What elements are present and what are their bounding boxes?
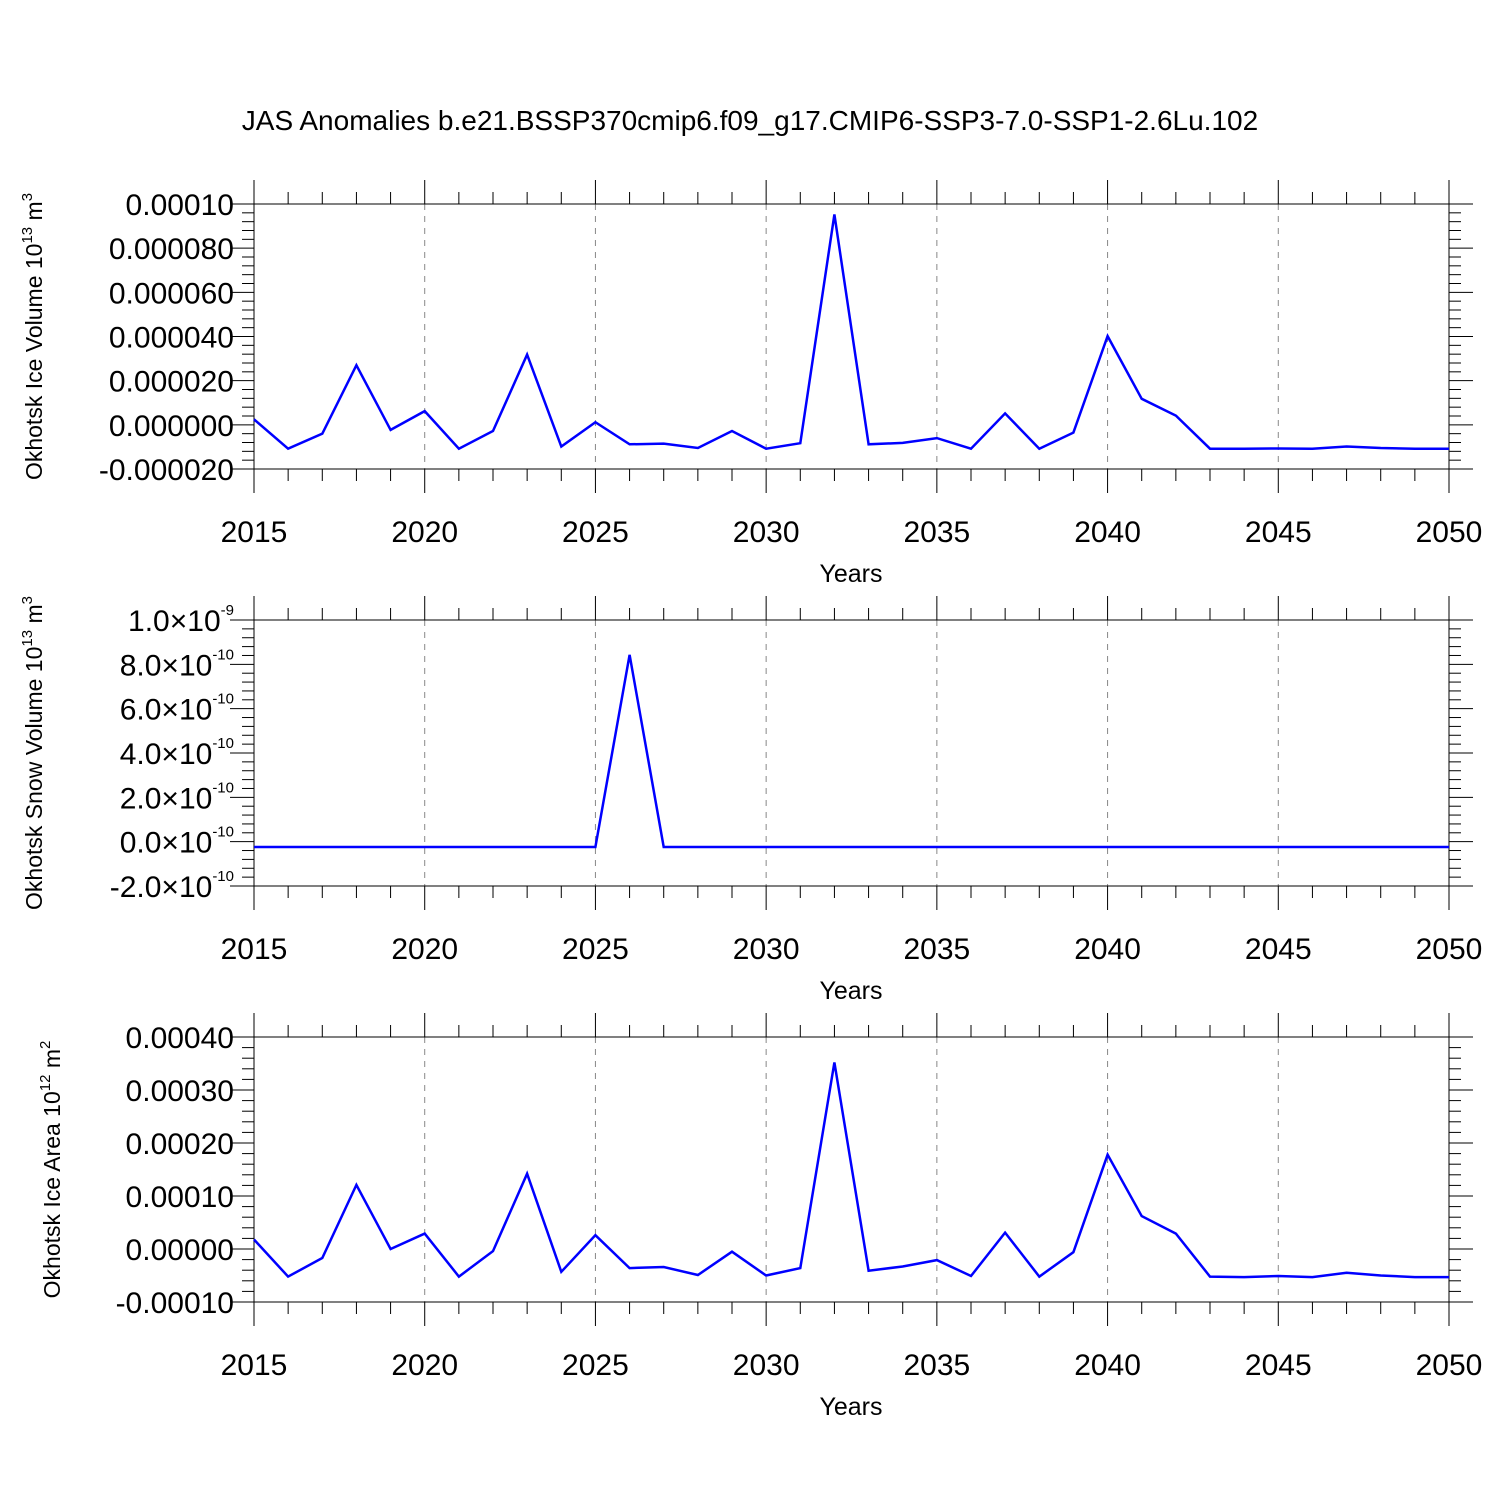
panels: 2015 2020 2025 2030 2035 2040 2045 2050 -0.00002… bbox=[19, 180, 1482, 1421]
x-tick-label: 2035 bbox=[903, 933, 970, 966]
y-tick-label: -2.0×10-10 bbox=[110, 868, 234, 904]
x-tick-label: 2040 bbox=[1074, 1349, 1141, 1382]
chart-panel-2: 2015 2020 2025 2030 2035 2040 2045 2050 -2.0×10-… bbox=[19, 596, 1482, 1005]
series-line bbox=[253, 214, 1449, 451]
y-tick-label: 0.0×10-10 bbox=[120, 824, 234, 860]
x-axis-label: Years bbox=[819, 1393, 882, 1421]
y-tick-label: 2.0×10-10 bbox=[120, 779, 234, 815]
x-tick-label: 2030 bbox=[733, 1349, 800, 1382]
y-tick-label: 0.00020 bbox=[126, 1128, 234, 1161]
x-tick-label: 2045 bbox=[1245, 1349, 1312, 1382]
y-tick-label: 0.000000 bbox=[109, 410, 234, 443]
y-tick-label: 6.0×10-10 bbox=[120, 691, 234, 727]
x-axis-label: Years bbox=[819, 977, 882, 1005]
figure-title: JAS Anomalies b.e21.BSSP370cmip6.f09_g17… bbox=[242, 105, 1258, 136]
x-axis-label: Years bbox=[819, 560, 882, 588]
y-axis-label: Okhotsk Ice Volume 1013 m3 bbox=[19, 193, 47, 480]
x-tick-label: 2020 bbox=[391, 516, 458, 549]
y-tick-label: -0.00010 bbox=[116, 1287, 234, 1320]
y-tick-label: 0.00010 bbox=[126, 189, 234, 222]
x-tick-label: 2035 bbox=[903, 516, 970, 549]
y-tick-label: 0.00010 bbox=[126, 1181, 234, 1214]
y-tick-label: 4.0×10-10 bbox=[120, 735, 234, 771]
y-tick-label: 0.00000 bbox=[126, 1234, 234, 1267]
x-tick-label: 2020 bbox=[391, 1349, 458, 1382]
x-tick-label: 2045 bbox=[1245, 933, 1312, 966]
y-axis-label: Okhotsk Snow Volume 1013 m3 bbox=[19, 596, 47, 910]
x-tick-label: 2015 bbox=[221, 516, 288, 549]
x-tick-label: 2040 bbox=[1074, 933, 1141, 966]
chart-panel-1: 2015 2020 2025 2030 2035 2040 2045 2050 -0.00002… bbox=[19, 180, 1482, 588]
y-tick-label: 0.000040 bbox=[109, 322, 234, 355]
y-tick-label: 0.000080 bbox=[109, 233, 234, 266]
y-tick-label: 1.0×10-9 bbox=[128, 602, 234, 638]
y-tick-label: -0.000020 bbox=[99, 454, 234, 487]
x-tick-label: 2015 bbox=[221, 1349, 288, 1382]
x-tick-label: 2025 bbox=[562, 1349, 629, 1382]
x-tick-label: 2015 bbox=[221, 933, 288, 966]
x-tick-label: 2030 bbox=[733, 516, 800, 549]
y-tick-label: 0.000060 bbox=[109, 277, 234, 310]
x-tick-label: 2050 bbox=[1416, 1349, 1483, 1382]
series-line bbox=[254, 654, 1449, 849]
y-tick-label: 0.00040 bbox=[126, 1022, 234, 1055]
series-line bbox=[253, 1062, 1449, 1279]
x-tick-label: 2050 bbox=[1416, 516, 1483, 549]
x-tick-label: 2050 bbox=[1416, 933, 1483, 966]
y-tick-label: 0.00030 bbox=[126, 1075, 234, 1108]
y-tick-label: 0.000020 bbox=[109, 366, 234, 399]
x-tick-label: 2040 bbox=[1074, 516, 1141, 549]
y-axis-label: Okhotsk Ice Area 1012 m2 bbox=[37, 1041, 65, 1299]
x-tick-label: 2025 bbox=[562, 516, 629, 549]
x-tick-label: 2045 bbox=[1245, 516, 1312, 549]
y-tick-label: 8.0×10-10 bbox=[120, 646, 234, 682]
x-tick-label: 2025 bbox=[562, 933, 629, 966]
x-tick-label: 2035 bbox=[903, 1349, 970, 1382]
chart-panel-3: 2015 2020 2025 2030 2035 2040 2045 2050 -0.00010… bbox=[37, 1013, 1482, 1421]
x-tick-label: 2020 bbox=[391, 933, 458, 966]
x-tick-label: 2030 bbox=[733, 933, 800, 966]
